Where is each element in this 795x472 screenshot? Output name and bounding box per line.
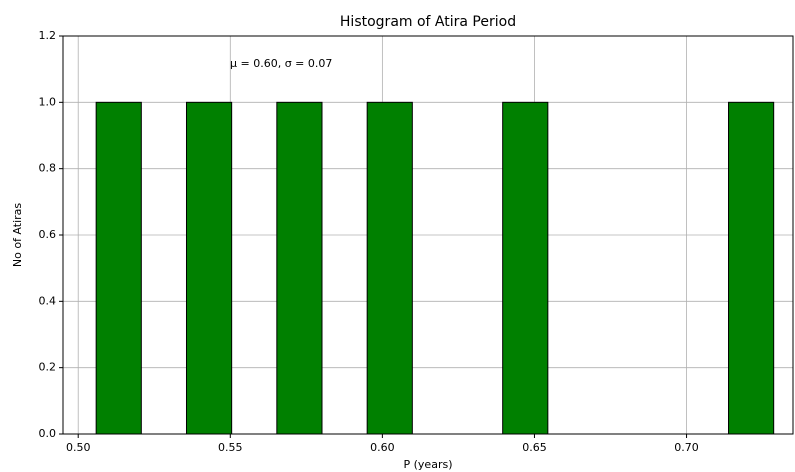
y-tick-label: 0.4 bbox=[39, 294, 57, 307]
y-tick-label: 1.0 bbox=[39, 95, 57, 108]
x-tick-label: 0.70 bbox=[674, 441, 699, 454]
x-tick-label: 0.50 bbox=[66, 441, 91, 454]
bar bbox=[185, 101, 233, 435]
chart-title: Histogram of Atira Period bbox=[340, 14, 516, 30]
y-tick-label: 0.6 bbox=[39, 228, 57, 241]
x-tick-label: 0.55 bbox=[218, 441, 243, 454]
y-axis-label: No of Atiras bbox=[11, 203, 24, 268]
bar bbox=[276, 101, 323, 435]
y-tick-label: 0.0 bbox=[39, 427, 57, 440]
y-tick-label: 1.2 bbox=[39, 29, 57, 42]
x-tick-label: 0.65 bbox=[522, 441, 547, 454]
annotation: μ = 0.60, σ = 0.07 bbox=[230, 57, 332, 70]
bar bbox=[728, 101, 775, 435]
plot-frame bbox=[62, 35, 794, 435]
x-axis-label: P (years) bbox=[404, 458, 453, 471]
bar bbox=[366, 101, 413, 435]
y-tick-label: 0.8 bbox=[39, 162, 57, 175]
x-tick-label: 0.60 bbox=[370, 441, 395, 454]
bar bbox=[95, 101, 142, 435]
bar bbox=[502, 101, 549, 435]
y-tick-label: 0.2 bbox=[39, 361, 57, 374]
